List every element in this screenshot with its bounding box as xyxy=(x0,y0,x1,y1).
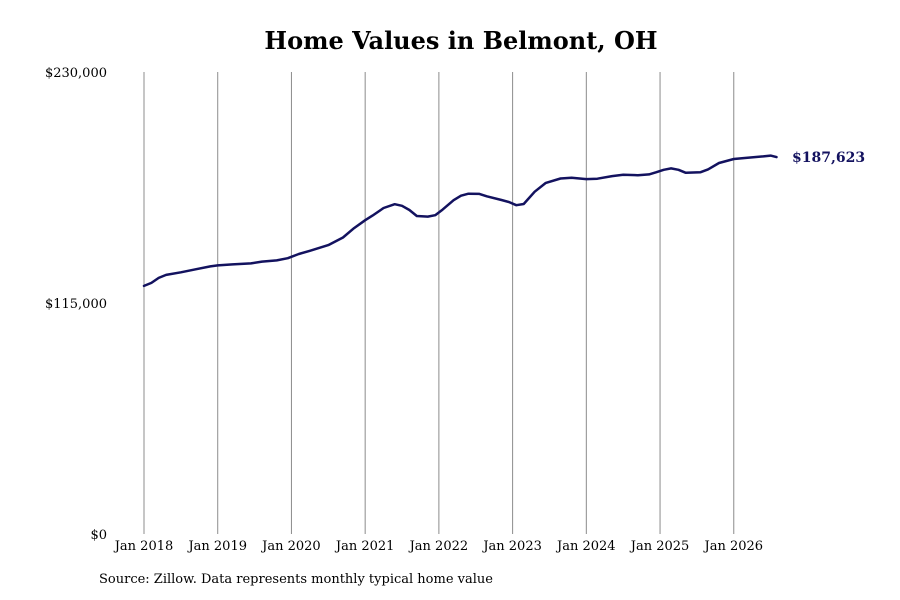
x-tick-label: Jan 2022 xyxy=(408,539,469,554)
x-tick-label: Jan 2019 xyxy=(186,539,247,554)
x-tick-label: Jan 2026 xyxy=(702,539,763,554)
chart-title: Home Values in Belmont, OH xyxy=(264,26,658,55)
x-tick-label: Jan 2024 xyxy=(555,539,616,554)
x-tick-label: Jan 2021 xyxy=(334,539,395,554)
end-labels: $187,623 xyxy=(792,150,865,166)
series-lines xyxy=(142,154,778,288)
y-tick-label: $115,000 xyxy=(45,297,107,312)
y-axis-ticks: $0 $115,000 $230,000 xyxy=(45,66,107,543)
y-tick-label: $230,000 xyxy=(45,66,107,81)
x-tick-label: Jan 2018 xyxy=(113,539,174,554)
end-value-label: $187,623 xyxy=(792,150,865,166)
x-tick-label: Jan 2023 xyxy=(481,539,542,554)
x-tick-label: Jan 2020 xyxy=(260,539,321,554)
x-tick-label: Jan 2025 xyxy=(629,539,690,554)
series-line xyxy=(142,154,778,288)
source-note: Source: Zillow. Data represents monthly … xyxy=(99,572,493,587)
grid-lines xyxy=(143,72,735,534)
x-axis-ticks: Jan 2018 Jan 2019 Jan 2020 Jan 2021 Jan 2022… xyxy=(113,539,763,554)
y-tick-label: $0 xyxy=(90,528,107,543)
